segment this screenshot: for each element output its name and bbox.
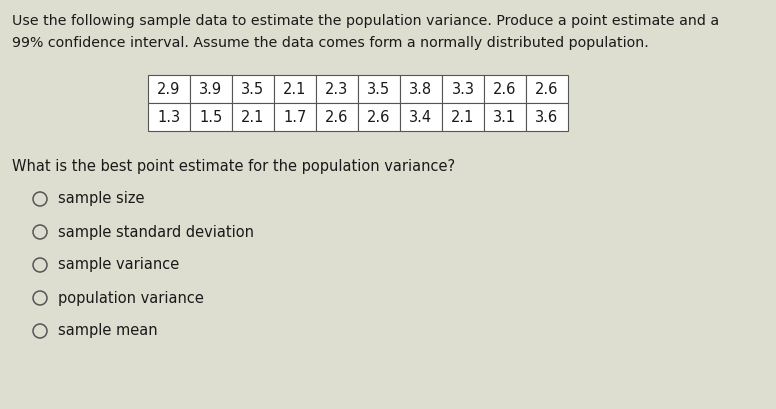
Text: sample standard deviation: sample standard deviation	[58, 225, 254, 240]
Bar	[232, 75, 274, 103]
Text: 2.1: 2.1	[241, 110, 265, 124]
Text: 99% confidence interval. Assume the data comes form a normally distributed popul: 99% confidence interval. Assume the data…	[12, 36, 649, 50]
Text: 2.1: 2.1	[452, 110, 475, 124]
Text: 2.1: 2.1	[283, 81, 307, 97]
Bar	[400, 75, 442, 103]
Bar	[358, 103, 400, 131]
Bar	[316, 75, 358, 103]
Text: 2.6: 2.6	[535, 81, 559, 97]
Text: population variance: population variance	[58, 290, 204, 306]
Text: 3.4: 3.4	[410, 110, 432, 124]
Text: 2.9: 2.9	[158, 81, 181, 97]
Bar	[400, 103, 442, 131]
Text: 3.8: 3.8	[410, 81, 432, 97]
Text: sample size: sample size	[58, 191, 144, 207]
Bar	[232, 103, 274, 131]
Text: 2.6: 2.6	[367, 110, 390, 124]
Text: 3.5: 3.5	[368, 81, 390, 97]
Text: 1.7: 1.7	[283, 110, 307, 124]
Bar	[484, 103, 526, 131]
Bar	[484, 75, 526, 103]
Text: 3.5: 3.5	[241, 81, 265, 97]
Bar	[190, 103, 232, 131]
Bar	[190, 75, 232, 103]
Text: 3.9: 3.9	[199, 81, 223, 97]
Bar	[442, 103, 484, 131]
Text: 1.3: 1.3	[158, 110, 181, 124]
Bar	[442, 75, 484, 103]
Text: sample variance: sample variance	[58, 258, 179, 272]
Bar	[274, 103, 316, 131]
Bar	[148, 75, 190, 103]
Text: 2.6: 2.6	[325, 110, 348, 124]
Text: 3.1: 3.1	[494, 110, 517, 124]
Text: What is the best point estimate for the population variance?: What is the best point estimate for the …	[12, 159, 456, 174]
Bar	[526, 103, 568, 131]
Bar	[526, 75, 568, 103]
Text: Use the following sample data to estimate the population variance. Produce a poi: Use the following sample data to estimat…	[12, 14, 719, 28]
Text: 2.3: 2.3	[325, 81, 348, 97]
Bar	[358, 75, 400, 103]
Bar	[316, 103, 358, 131]
Text: 3.6: 3.6	[535, 110, 559, 124]
Text: 2.6: 2.6	[494, 81, 517, 97]
Text: 1.5: 1.5	[199, 110, 223, 124]
Bar	[274, 75, 316, 103]
Bar	[148, 103, 190, 131]
Text: sample mean: sample mean	[58, 324, 158, 339]
Text: 3.3: 3.3	[452, 81, 474, 97]
